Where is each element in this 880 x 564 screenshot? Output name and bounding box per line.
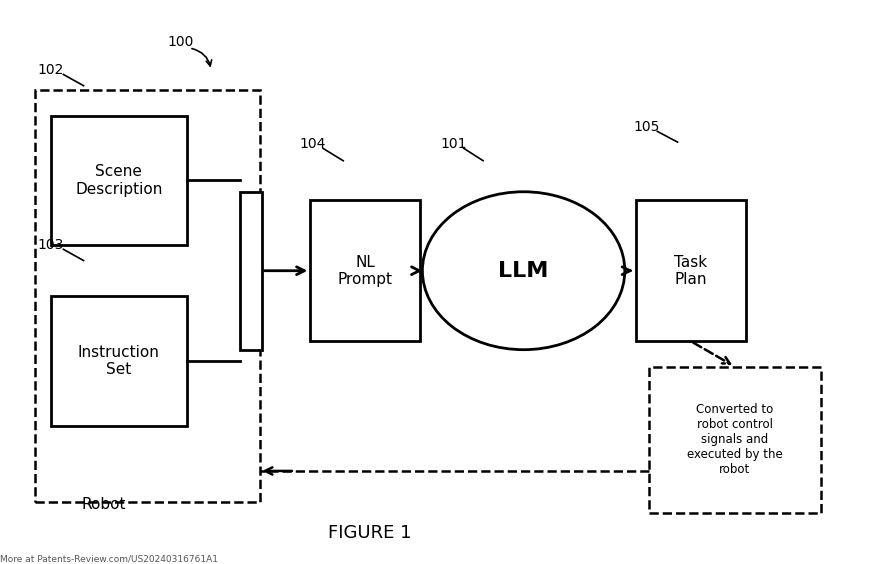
Text: 103: 103 — [38, 239, 64, 252]
Bar — [35, 90, 260, 502]
Text: Scene
Description: Scene Description — [75, 164, 163, 197]
Text: NL
Prompt: NL Prompt — [338, 254, 392, 287]
Text: Converted to
robot control
signals and
executed by the
robot: Converted to robot control signals and e… — [687, 403, 782, 477]
Bar — [239, 192, 262, 350]
Text: LLM: LLM — [498, 261, 549, 281]
Ellipse shape — [422, 192, 625, 350]
Text: Task
Plan: Task Plan — [674, 254, 708, 287]
Bar — [51, 296, 187, 426]
Text: Robot: Robot — [82, 497, 127, 512]
Bar — [51, 116, 187, 245]
Text: 105: 105 — [634, 120, 660, 134]
Text: 104: 104 — [299, 137, 326, 151]
Text: 102: 102 — [38, 64, 64, 77]
Bar — [649, 367, 820, 513]
Text: FIGURE 1: FIGURE 1 — [328, 524, 411, 542]
Bar — [635, 200, 746, 341]
Text: Instruction
Set: Instruction Set — [77, 345, 160, 377]
Bar — [311, 200, 421, 341]
Text: More at Patents-Review.com/US20240316761A1: More at Patents-Review.com/US20240316761… — [0, 555, 218, 564]
Text: 100: 100 — [167, 36, 194, 49]
Text: 101: 101 — [440, 137, 466, 151]
